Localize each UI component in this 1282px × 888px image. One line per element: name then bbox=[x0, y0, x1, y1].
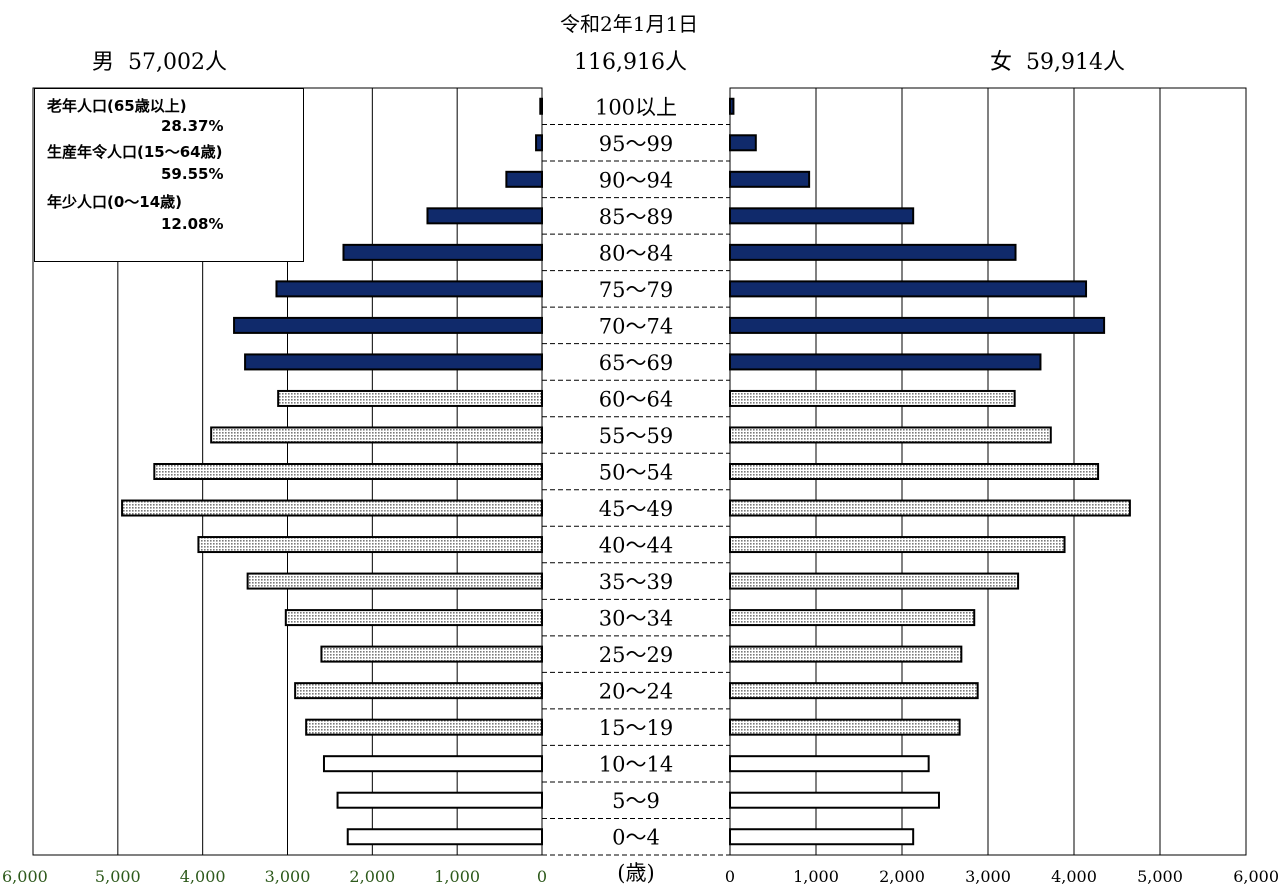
age-category-label: 80～84 bbox=[599, 241, 673, 265]
age-category-label: 25～29 bbox=[599, 643, 673, 667]
female-bar-youth bbox=[729, 791, 940, 809]
age-category-label: 10～14 bbox=[599, 753, 673, 777]
female-bar-youth bbox=[729, 755, 930, 773]
age-category-label: 85～89 bbox=[599, 205, 673, 229]
female-axis-tick-label: 0 bbox=[725, 867, 735, 886]
male-bar-working bbox=[210, 426, 543, 444]
female-bar-elderly bbox=[729, 207, 915, 225]
age-category-label: 40～44 bbox=[599, 534, 673, 558]
total-population-label: 116,916人 bbox=[574, 50, 687, 75]
legend-youth-pct: 12.08% bbox=[161, 215, 224, 233]
female-total-label: 女 59,914人 bbox=[990, 50, 1125, 75]
male-bar-working bbox=[121, 499, 543, 517]
female-axis-tick-label: 4,000 bbox=[1051, 867, 1097, 886]
male-bar-working bbox=[284, 609, 543, 627]
age-category-label: 35～39 bbox=[599, 570, 673, 594]
male-bar-elderly bbox=[535, 134, 543, 152]
legend-youth-name: 年少人口(0～14歳) bbox=[47, 193, 183, 211]
male-axis-tick-label: 5,000 bbox=[95, 867, 141, 886]
male-axis-tick-label: 1,000 bbox=[434, 867, 480, 886]
female-axis-tick-label: 3,000 bbox=[965, 867, 1011, 886]
age-group-legend: 老年人口(65歳以上) 28.37% 生産年令人口(15～64歳) 59.55%… bbox=[34, 88, 304, 262]
male-bar-elderly bbox=[244, 353, 543, 371]
male-bar-elderly bbox=[233, 316, 543, 334]
female-bar-working bbox=[729, 536, 1066, 554]
female-bar-elderly bbox=[729, 243, 1017, 261]
female-bar-elderly bbox=[729, 280, 1088, 298]
age-unit-label: (歳) bbox=[617, 861, 654, 885]
age-category-label: 50～54 bbox=[599, 461, 673, 485]
legend-working-name: 生産年令人口(15～64歳) bbox=[47, 143, 223, 161]
male-bar-working bbox=[153, 463, 543, 480]
age-category-labels: 100以上 95～99 90～94 85～89 80～84 75～79 70～74 65～69… bbox=[541, 88, 731, 856]
female-bar-working bbox=[729, 463, 1100, 480]
male-axis-tick-label: 4,000 bbox=[180, 867, 226, 886]
age-category-label: 90～94 bbox=[599, 168, 673, 192]
legend-working-pct: 59.55% bbox=[161, 165, 224, 183]
female-bar-working bbox=[729, 718, 961, 736]
male-bar-working bbox=[305, 718, 543, 736]
male-bar-elderly bbox=[275, 280, 543, 298]
age-category-label: 70～74 bbox=[599, 314, 673, 338]
female-bar-elderly bbox=[729, 97, 735, 115]
male-bar-working bbox=[320, 645, 543, 663]
male-bar-youth bbox=[336, 791, 543, 809]
female-bar-working bbox=[729, 645, 963, 663]
male-total-label: 男 57,002人 bbox=[92, 50, 227, 75]
male-axis-tick-label: 2,000 bbox=[349, 867, 395, 886]
legend-elderly-pct: 28.37% bbox=[161, 117, 224, 135]
female-bar-elderly bbox=[729, 134, 757, 152]
bars bbox=[121, 97, 1131, 846]
age-category-label: 100以上 bbox=[595, 95, 677, 119]
female-bar-working bbox=[729, 389, 1016, 407]
female-bar-working bbox=[729, 572, 1020, 590]
female-axis-tick-label: 2,000 bbox=[879, 867, 925, 886]
male-bar-elderly bbox=[426, 207, 544, 225]
age-category-label: 60～64 bbox=[599, 387, 673, 411]
female-axis-tick-label: 1,000 bbox=[793, 867, 839, 886]
female-bar-working bbox=[729, 426, 1052, 444]
age-category-label: 0～4 bbox=[612, 826, 660, 850]
female-bar-working bbox=[729, 609, 976, 627]
female-bar-working bbox=[729, 499, 1131, 517]
male-axis-tick-label: 6,000 bbox=[2, 867, 48, 886]
male-axis-tick-label: 3,000 bbox=[265, 867, 311, 886]
female-bar-youth bbox=[729, 828, 915, 846]
age-category-label: 15～19 bbox=[599, 716, 673, 740]
age-category-label: 75～79 bbox=[599, 278, 673, 302]
female-axis-tick-label: 5,000 bbox=[1137, 867, 1183, 886]
female-bar-working bbox=[729, 682, 979, 700]
male-bar-youth bbox=[322, 755, 543, 773]
male-bar-working bbox=[294, 682, 544, 700]
age-category-label: 55～59 bbox=[599, 424, 673, 448]
axis-tick-labels: (歳) 6,000 5,000 4,000 3,000 2,000 1,000 0 0 1,000… bbox=[2, 861, 1279, 886]
age-category-label: 95～99 bbox=[599, 132, 673, 156]
male-bar-elderly bbox=[342, 243, 543, 261]
female-bar-elderly bbox=[729, 316, 1106, 334]
female-bar-elderly bbox=[729, 170, 811, 188]
age-category-label: 30～34 bbox=[599, 607, 673, 631]
male-bar-working bbox=[197, 536, 544, 554]
age-category-label: 5～9 bbox=[612, 789, 660, 813]
male-axis-tick-label: 0 bbox=[537, 867, 547, 886]
male-bar-working bbox=[277, 389, 543, 407]
female-axis-tick-label: 6,000 bbox=[1233, 867, 1279, 886]
male-bar-youth bbox=[346, 828, 543, 846]
female-bar-elderly bbox=[729, 353, 1042, 371]
male-bar-elderly bbox=[505, 170, 543, 188]
date-label: 令和2年1月1日 bbox=[560, 12, 699, 36]
age-category-label: 45～49 bbox=[599, 497, 673, 521]
legend-elderly-name: 老年人口(65歳以上) bbox=[47, 97, 187, 115]
age-category-label: 20～24 bbox=[599, 680, 673, 704]
male-bar-working bbox=[246, 572, 543, 590]
age-category-label: 65～69 bbox=[599, 351, 673, 375]
